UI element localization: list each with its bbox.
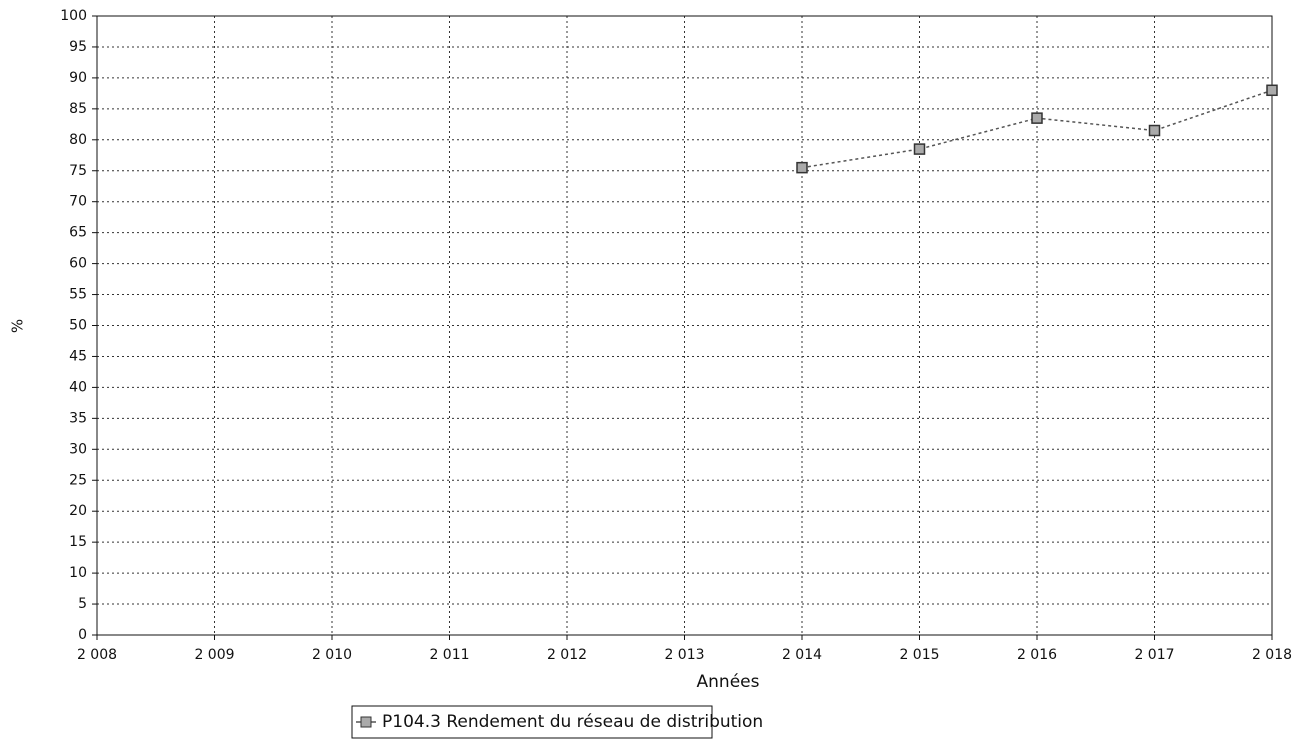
- legend-marker: [360, 716, 372, 728]
- x-tick-label: 2 015: [899, 647, 939, 663]
- y-tick-label: 15: [69, 534, 87, 550]
- x-tick-label: 2 017: [1134, 647, 1174, 663]
- y-tick-label: 85: [69, 101, 87, 117]
- y-tick-label: 40: [69, 379, 87, 395]
- y-tick-label: 10: [69, 565, 87, 581]
- point-marker: [796, 161, 808, 174]
- x-tick-label: 2 009: [194, 647, 234, 663]
- legend-box: [351, 705, 713, 739]
- y-tick-label: 0: [78, 627, 87, 643]
- x-tick-label: 2 012: [547, 647, 587, 663]
- x-tick-label: 2 010: [312, 647, 352, 663]
- y-tick-label: 80: [69, 132, 87, 148]
- point-marker: [1031, 112, 1043, 124]
- y-tick-label: 65: [69, 225, 87, 241]
- y-tick-label: 70: [69, 194, 87, 210]
- y-axis-label: %: [9, 319, 27, 333]
- point-marker: [1266, 84, 1278, 97]
- y-tick-label: 75: [69, 163, 87, 179]
- y-tick-label: 55: [69, 287, 87, 303]
- y-tick-label: 50: [69, 318, 87, 334]
- x-tick-label: 2 018: [1252, 647, 1292, 663]
- y-tick-label: 60: [69, 256, 87, 272]
- point-marker: [913, 143, 926, 155]
- x-tick-label: 2 008: [77, 647, 117, 663]
- plot-frame: [96, 15, 1273, 636]
- y-tick-label: 100: [60, 8, 87, 24]
- y-tick-label: 30: [69, 441, 87, 457]
- x-axis-label: Années: [697, 672, 760, 692]
- y-tick-label: 5: [78, 596, 87, 612]
- point-marker: [1148, 124, 1161, 137]
- x-tick-label: 2 011: [429, 647, 469, 663]
- y-tick-label: 25: [69, 472, 87, 488]
- y-tick-label: 45: [69, 348, 87, 364]
- y-tick-label: 95: [69, 39, 87, 55]
- y-tick-label: 35: [69, 410, 87, 426]
- y-tick-label: 90: [69, 70, 87, 86]
- x-tick-label: 2 014: [782, 647, 822, 663]
- legend-label: P104.3 Rendement du réseau de distributi…: [382, 712, 763, 732]
- x-tick-label: 2 016: [1017, 647, 1057, 663]
- x-tick-label: 2 013: [664, 647, 704, 663]
- y-tick-label: 20: [69, 503, 87, 519]
